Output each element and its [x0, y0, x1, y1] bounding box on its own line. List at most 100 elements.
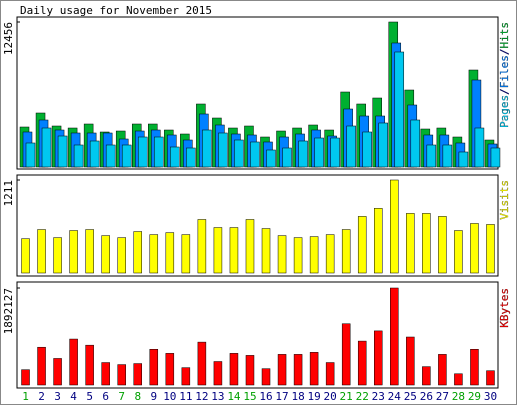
- panel: [16, 174, 499, 277]
- bar: [341, 229, 351, 274]
- bar: [149, 349, 159, 386]
- bar: [458, 151, 469, 168]
- bar: [181, 367, 191, 386]
- x-tick-label: 12: [195, 390, 208, 403]
- bar: [202, 129, 212, 168]
- bar: [181, 234, 191, 274]
- x-tick-label: 22: [356, 390, 369, 403]
- bar: [41, 127, 52, 168]
- x-tick-label: 4: [70, 390, 77, 403]
- bar: [149, 234, 159, 274]
- y-tick-label: 1211: [2, 180, 15, 207]
- x-tick-label: 15: [243, 390, 256, 403]
- bar: [346, 125, 356, 168]
- bar: [165, 353, 175, 386]
- bar: [374, 330, 383, 386]
- bar: [229, 227, 239, 274]
- x-tick-label: 6: [102, 390, 109, 403]
- panel: [16, 281, 499, 389]
- x-tick-label: 18: [291, 390, 304, 403]
- bar: [101, 235, 110, 274]
- bar: [293, 354, 303, 386]
- bar: [53, 358, 62, 386]
- bar: [341, 323, 351, 386]
- x-tick-label: 25: [404, 390, 417, 403]
- x-tick-label: 9: [150, 390, 157, 403]
- bar: [325, 234, 335, 274]
- x-tick-label: 29: [468, 390, 481, 403]
- x-tick-label: 19: [307, 390, 320, 403]
- legend: Pages/Files/Hits: [498, 22, 511, 128]
- bar: [357, 216, 367, 274]
- bar: [293, 237, 303, 274]
- legend-entry: Files: [498, 55, 511, 88]
- legend-entry: Hits: [498, 22, 511, 49]
- bar: [390, 287, 399, 386]
- bar: [197, 341, 207, 386]
- bar: [133, 363, 142, 386]
- x-tick-label: 21: [340, 390, 353, 403]
- bar: [37, 346, 46, 386]
- bar: [410, 119, 421, 168]
- bar: [25, 142, 36, 168]
- bar: [85, 229, 94, 274]
- legend-entry: KBytes: [498, 288, 511, 328]
- x-tick-label: 3: [54, 390, 61, 403]
- bar: [133, 231, 142, 274]
- x-tick-label: 14: [227, 390, 241, 403]
- bar: [261, 228, 271, 274]
- bar: [57, 135, 68, 168]
- bar: [197, 219, 207, 274]
- legend-entry: /: [498, 49, 511, 56]
- bar: [406, 213, 415, 274]
- bar: [442, 144, 453, 168]
- bar: [282, 147, 292, 168]
- bar: [374, 208, 383, 274]
- bar: [357, 340, 367, 386]
- y-tick-label: 1892127: [2, 288, 15, 334]
- bar: [101, 362, 110, 386]
- bar: [394, 51, 405, 168]
- x-tick-label: 5: [86, 390, 93, 403]
- legend-entry: /: [498, 88, 511, 95]
- x-tick-label: 23: [372, 390, 385, 403]
- x-tick-label: 30: [484, 390, 497, 403]
- bar: [261, 368, 271, 386]
- bar: [234, 139, 244, 168]
- x-tick-label: 11: [179, 390, 192, 403]
- bar: [37, 229, 46, 274]
- bar: [470, 349, 479, 386]
- bar: [73, 144, 84, 168]
- bar: [390, 179, 399, 274]
- bar: [454, 230, 463, 274]
- chart-title: Daily usage for November 2015: [20, 4, 212, 17]
- bar: [154, 136, 164, 168]
- bar: [406, 336, 415, 386]
- x-tick-label: 26: [420, 390, 433, 403]
- bar: [105, 144, 116, 168]
- x-tick-label: 8: [134, 390, 141, 403]
- bar: [378, 122, 388, 168]
- bar: [330, 137, 340, 168]
- bar: [422, 213, 431, 274]
- bar: [229, 353, 239, 386]
- x-tick-label: 7: [118, 390, 125, 403]
- bar: [89, 140, 100, 168]
- bar: [474, 127, 485, 168]
- bar: [117, 237, 126, 274]
- bar: [309, 236, 319, 274]
- x-tick-label: 10: [163, 390, 176, 403]
- bar: [298, 140, 308, 168]
- bar: [362, 131, 372, 168]
- bar: [486, 224, 495, 274]
- bar: [266, 149, 276, 168]
- bar: [277, 354, 287, 386]
- bar: [117, 364, 126, 386]
- bar: [314, 137, 324, 168]
- bar: [490, 147, 501, 168]
- legend: Visits: [498, 180, 511, 220]
- bar: [69, 230, 78, 274]
- y-tick-label: 12456: [2, 22, 15, 55]
- legend-entry: Pages: [498, 95, 511, 128]
